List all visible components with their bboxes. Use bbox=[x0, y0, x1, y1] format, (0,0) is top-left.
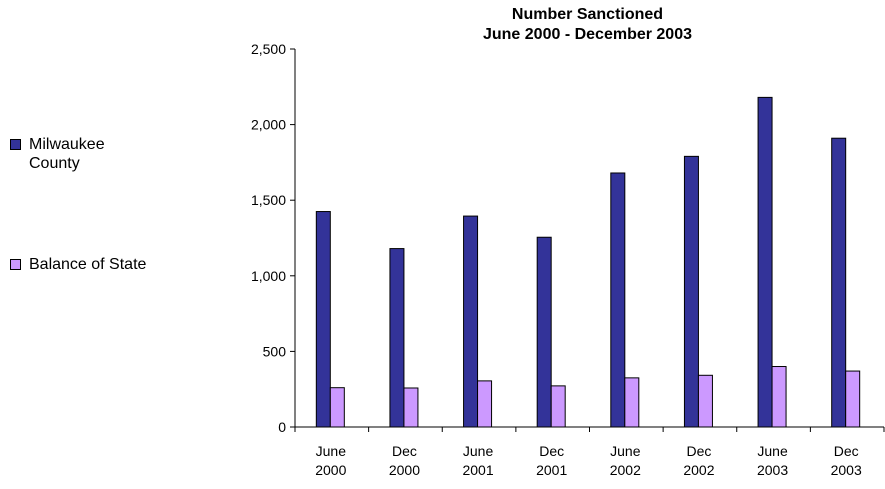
x-tick-label-dec-2003-line-1: Dec bbox=[834, 443, 859, 459]
bar-balance-of-state-june-2001 bbox=[477, 380, 493, 428]
bar-balance-of-state-dec-2003 bbox=[845, 370, 861, 428]
y-axis-labels: 0 500 1,000 1,500 2,000 2,500 bbox=[251, 41, 286, 435]
bar-milwaukee-county-dec-2000 bbox=[389, 248, 405, 428]
bar-balance-of-state-dec-2002 bbox=[697, 374, 713, 428]
bar-milwaukee-county-dec-2001 bbox=[536, 236, 552, 428]
bar-balance-of-state-june-2002 bbox=[624, 377, 640, 428]
x-tick-label-june-2002-line-1: June bbox=[610, 443, 641, 459]
legend-swatch-balance-of-state bbox=[10, 259, 21, 270]
x-tick-label-dec-2001-line-2: 2001 bbox=[536, 462, 567, 478]
x-tick-label-june-2001-line-2: 2001 bbox=[462, 462, 493, 478]
bar-milwaukee-county-dec-2003 bbox=[831, 137, 847, 428]
bar-milwaukee-county-june-2001 bbox=[463, 215, 479, 428]
bar-milwaukee-county-june-2003 bbox=[757, 96, 773, 428]
x-tick-label-dec-2000-line-2: 2000 bbox=[389, 462, 420, 478]
x-tick-label-dec-2002-line-2: 2002 bbox=[683, 462, 714, 478]
y-tick-label-0: 0 bbox=[278, 419, 286, 435]
x-tick-label-dec-2001-line-1: Dec bbox=[539, 443, 564, 459]
x-tick-label-dec-2002-line-1: Dec bbox=[686, 443, 711, 459]
y-tick-label-2-500: 2,500 bbox=[251, 41, 286, 57]
bar-milwaukee-county-dec-2002 bbox=[683, 155, 699, 428]
chart-title-line-1: Number Sanctioned bbox=[512, 6, 663, 23]
x-tick-label-june-2002-line-2: 2002 bbox=[610, 462, 641, 478]
chart-title: Number Sanctioned June 2000 - December 20… bbox=[483, 6, 692, 43]
y-tick-label-2-000: 2,000 bbox=[251, 117, 286, 133]
y-tick-label-500: 500 bbox=[263, 343, 287, 359]
y-tick-label-1-000: 1,000 bbox=[251, 268, 286, 284]
x-tick-label-june-2003-line-2: 2003 bbox=[757, 462, 788, 478]
x-tick-label-june-2003-line-1: June bbox=[757, 443, 788, 459]
bar-balance-of-state-dec-2000 bbox=[403, 387, 419, 428]
x-tick-label-dec-2000-line-1: Dec bbox=[392, 443, 417, 459]
x-tick-label-dec-2003-line-2: 2003 bbox=[831, 462, 862, 478]
x-tick-label-june-2000-line-1: June bbox=[316, 443, 347, 459]
x-tick-label-june-2001-line-1: June bbox=[463, 443, 494, 459]
legend-swatch-milwaukee-county bbox=[10, 139, 21, 150]
bar-balance-of-state-june-2000 bbox=[329, 387, 345, 428]
bar-balance-of-state-dec-2001 bbox=[550, 385, 566, 428]
y-tick-label-1-500: 1,500 bbox=[251, 192, 286, 208]
x-tick-label-june-2000-line-2: 2000 bbox=[315, 462, 346, 478]
chart-bars bbox=[315, 96, 861, 428]
chart-axes bbox=[290, 48, 885, 432]
x-axis-labels: June 2000 Dec 2000 June 2001 Dec 2001 June 2002 De… bbox=[315, 443, 862, 478]
legend-label-balance-of-state: Balance of State bbox=[29, 256, 147, 273]
legend-label-milwaukee-county: Milwaukee County bbox=[29, 136, 105, 172]
chart-title-line-2: June 2000 - December 2003 bbox=[483, 26, 692, 43]
bar-milwaukee-county-june-2000 bbox=[315, 211, 331, 428]
bar-milwaukee-county-june-2002 bbox=[610, 172, 626, 428]
bar-balance-of-state-june-2003 bbox=[771, 366, 787, 428]
